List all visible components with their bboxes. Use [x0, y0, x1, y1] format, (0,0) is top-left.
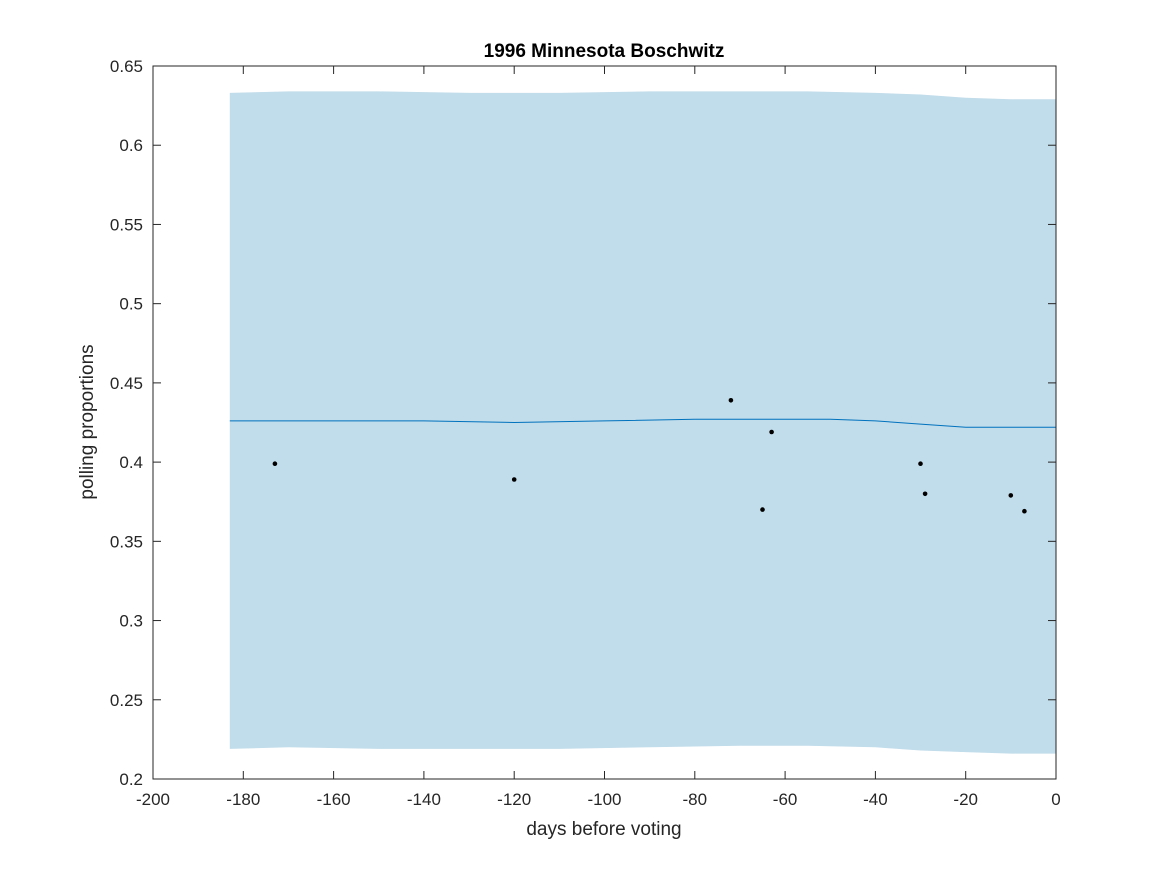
y-axis-label: polling proportions	[77, 344, 98, 499]
x-tick-label: -80	[683, 790, 708, 809]
x-tick-label: -100	[587, 790, 621, 809]
y-tick-label: 0.25	[110, 691, 143, 710]
x-axis-label: days before voting	[526, 819, 681, 840]
x-tick-label: -200	[136, 790, 170, 809]
x-tick-label: -140	[407, 790, 441, 809]
x-tick-label: -120	[497, 790, 531, 809]
y-tick-label: 0.55	[110, 215, 143, 234]
y-tick-label: 0.2	[119, 770, 143, 789]
x-tick-label: 0	[1051, 790, 1060, 809]
x-tick-label: -160	[317, 790, 351, 809]
poll-point	[1022, 508, 1027, 514]
chart-title: 1996 Minnesota Boschwitz	[484, 41, 725, 62]
x-tick-label: -60	[773, 790, 798, 809]
poll-point	[511, 477, 517, 482]
confidence-band	[229, 91, 1057, 754]
y-tick-label: 0.3	[119, 612, 143, 631]
y-tick-label: 0.6	[119, 136, 143, 155]
poll-point	[922, 491, 928, 497]
y-tick-label: 0.35	[110, 532, 143, 551]
x-tick-label: -20	[953, 790, 978, 809]
y-tick-label: 0.65	[110, 57, 143, 76]
plot-area	[229, 91, 1057, 754]
x-tick-label: -180	[226, 790, 260, 809]
poll-point	[728, 398, 734, 403]
y-tick-label: 0.5	[119, 295, 143, 314]
axes: -200 -180 -160 -140 -120 -100 -80 -60 -40 -20 00.2…	[110, 57, 1061, 809]
trend-line	[229, 418, 1056, 428]
poll-point	[918, 461, 923, 467]
poll-point	[1008, 493, 1014, 498]
poll-point	[272, 461, 278, 467]
poll-point	[760, 507, 765, 512]
y-tick-label: 0.45	[110, 374, 143, 393]
x-tick-label: -40	[863, 790, 888, 809]
y-tick-label: 0.4	[119, 453, 143, 472]
poll-point	[769, 429, 774, 435]
